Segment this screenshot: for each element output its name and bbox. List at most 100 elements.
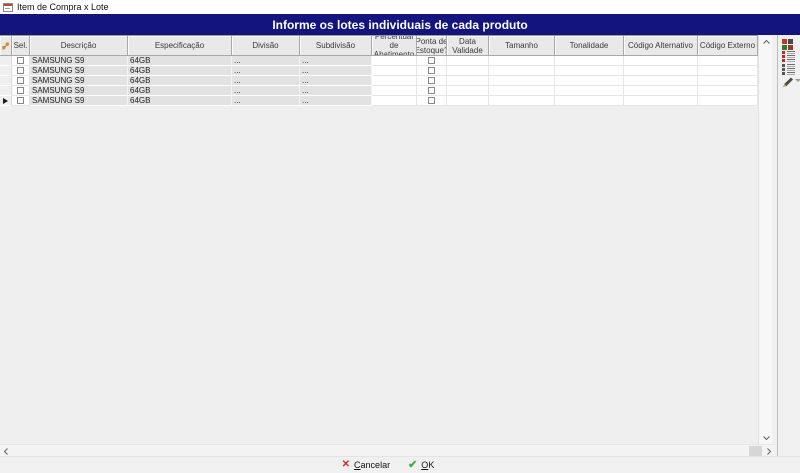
especificacao-cell[interactable]: 64GB bbox=[128, 56, 232, 66]
sel-cell[interactable] bbox=[12, 96, 30, 106]
column-header-especificacao[interactable]: Especificação bbox=[128, 36, 232, 56]
descricao-cell[interactable]: SAMSUNG S9 bbox=[30, 76, 128, 86]
descricao-cell[interactable]: SAMSUNG S9 bbox=[30, 86, 128, 96]
vertical-scrollbar[interactable] bbox=[758, 36, 772, 444]
percentual-abatimento-cell[interactable] bbox=[372, 56, 417, 66]
codigo-externo-cell[interactable] bbox=[698, 96, 758, 106]
scroll-up-button[interactable] bbox=[759, 36, 773, 48]
percentual-abatimento-cell[interactable] bbox=[372, 86, 417, 96]
tonalidade-cell[interactable] bbox=[555, 86, 624, 96]
percentual-abatimento-cell[interactable] bbox=[372, 76, 417, 86]
sel-cell[interactable] bbox=[12, 86, 30, 96]
sel-checkbox[interactable] bbox=[17, 87, 24, 94]
scroll-down-button[interactable] bbox=[759, 432, 773, 444]
pencil-dropdown-arrow-icon[interactable] bbox=[795, 79, 800, 82]
sel-cell[interactable] bbox=[12, 56, 30, 66]
cancel-button[interactable]: ✕ Cancelar bbox=[342, 460, 390, 471]
descricao-cell[interactable]: SAMSUNG S9 bbox=[30, 96, 128, 106]
grid-customize-button[interactable] bbox=[0, 36, 12, 56]
column-header-data-validade[interactable]: Data Validade bbox=[447, 36, 489, 56]
sel-checkbox[interactable] bbox=[17, 67, 24, 74]
especificacao-cell[interactable]: 64GB bbox=[128, 66, 232, 76]
divisao-cell[interactable]: ... bbox=[232, 56, 300, 66]
ponta-estoque-checkbox[interactable] bbox=[428, 57, 435, 64]
ponta-estoque-cell[interactable] bbox=[417, 86, 447, 96]
subdivisao-cell[interactable]: ... bbox=[300, 56, 372, 66]
tamanho-cell[interactable] bbox=[489, 56, 555, 66]
tonalidade-cell[interactable] bbox=[555, 66, 624, 76]
column-header-divisao[interactable]: Divisão bbox=[232, 36, 300, 56]
ponta-estoque-checkbox[interactable] bbox=[428, 77, 435, 84]
especificacao-cell[interactable]: 64GB bbox=[128, 96, 232, 106]
codigo-alternativo-cell[interactable] bbox=[624, 66, 698, 76]
percentual-abatimento-cell[interactable] bbox=[372, 66, 417, 76]
horizontal-scrollbar-thumb[interactable] bbox=[749, 446, 762, 456]
ok-button[interactable]: ✔ OK bbox=[408, 460, 434, 471]
codigo-alternativo-cell[interactable] bbox=[624, 86, 698, 96]
scroll-left-button[interactable] bbox=[0, 445, 12, 457]
column-header-ponta-estoque[interactable]: Ponta de Estoque? bbox=[417, 36, 447, 56]
subdivisao-cell[interactable]: ... bbox=[300, 86, 372, 96]
especificacao-cell[interactable]: 64GB bbox=[128, 86, 232, 96]
sel-checkbox[interactable] bbox=[17, 57, 24, 64]
divisao-cell[interactable]: ... bbox=[232, 76, 300, 86]
list-plain-button[interactable] bbox=[782, 63, 798, 75]
codigo-alternativo-cell[interactable] bbox=[624, 56, 698, 66]
sel-cell[interactable] bbox=[12, 66, 30, 76]
column-header-tonalidade[interactable]: Tonalidade bbox=[555, 36, 624, 56]
table-row-active: SAMSUNG S9 64GB ... ... bbox=[0, 96, 758, 106]
column-header-codigo-alternativo[interactable]: Código Alternativo bbox=[624, 36, 698, 56]
data-validade-cell[interactable] bbox=[447, 76, 489, 86]
pencil-edit-button[interactable] bbox=[782, 76, 798, 88]
column-header-sel[interactable]: Sel. bbox=[12, 36, 30, 56]
divisao-cell[interactable]: ... bbox=[232, 96, 300, 106]
codigo-externo-cell[interactable] bbox=[698, 66, 758, 76]
codigo-alternativo-cell[interactable] bbox=[624, 96, 698, 106]
data-validade-cell[interactable] bbox=[447, 66, 489, 76]
divisao-cell[interactable]: ... bbox=[232, 86, 300, 96]
ponta-estoque-cell[interactable] bbox=[417, 66, 447, 76]
ponta-estoque-checkbox[interactable] bbox=[428, 87, 435, 94]
tamanho-cell[interactable] bbox=[489, 66, 555, 76]
data-validade-cell[interactable] bbox=[447, 96, 489, 106]
tamanho-cell[interactable] bbox=[489, 96, 555, 106]
data-validade-cell[interactable] bbox=[447, 86, 489, 96]
column-header-codigo-externo[interactable]: Código Externo bbox=[698, 36, 758, 56]
descricao-cell[interactable]: SAMSUNG S9 bbox=[30, 66, 128, 76]
column-header-descricao[interactable]: Descrição bbox=[30, 36, 128, 56]
subdivisao-cell[interactable]: ... bbox=[300, 76, 372, 86]
column-header-tamanho[interactable]: Tamanho bbox=[489, 36, 555, 56]
ponta-estoque-cell[interactable] bbox=[417, 56, 447, 66]
sel-checkbox[interactable] bbox=[17, 97, 24, 104]
tonalidade-cell[interactable] bbox=[555, 56, 624, 66]
column-header-subdivisao[interactable]: Subdivisão bbox=[300, 36, 372, 56]
ponta-estoque-cell[interactable] bbox=[417, 96, 447, 106]
percentual-abatimento-cell[interactable] bbox=[372, 96, 417, 106]
tonalidade-cell[interactable] bbox=[555, 76, 624, 86]
tamanho-cell[interactable] bbox=[489, 76, 555, 86]
row-indicator-cell bbox=[0, 66, 12, 76]
list-red-bullets-button[interactable] bbox=[782, 50, 798, 62]
codigo-externo-cell[interactable] bbox=[698, 76, 758, 86]
scroll-right-button[interactable] bbox=[763, 445, 775, 457]
ponta-estoque-checkbox[interactable] bbox=[428, 67, 435, 74]
codigo-alternativo-cell[interactable] bbox=[624, 76, 698, 86]
sel-cell[interactable] bbox=[12, 76, 30, 86]
column-header-percentual-abatimento[interactable]: Percentual de Abatimento bbox=[372, 36, 417, 56]
subdivisao-cell[interactable]: ... bbox=[300, 66, 372, 76]
descricao-cell[interactable]: SAMSUNG S9 bbox=[30, 56, 128, 66]
ponta-estoque-cell[interactable] bbox=[417, 76, 447, 86]
ponta-estoque-checkbox[interactable] bbox=[428, 97, 435, 104]
horizontal-scrollbar[interactable] bbox=[0, 444, 775, 456]
data-validade-cell[interactable] bbox=[447, 56, 489, 66]
divisao-cell[interactable]: ... bbox=[232, 66, 300, 76]
codigo-externo-cell[interactable] bbox=[698, 56, 758, 66]
codigo-externo-cell[interactable] bbox=[698, 86, 758, 96]
sel-checkbox[interactable] bbox=[17, 77, 24, 84]
tonalidade-cell[interactable] bbox=[555, 96, 624, 106]
especificacao-cell[interactable]: 64GB bbox=[128, 76, 232, 86]
pencil-edit-icon bbox=[783, 77, 793, 87]
subdivisao-cell[interactable]: ... bbox=[300, 96, 372, 106]
tamanho-cell[interactable] bbox=[489, 86, 555, 96]
grid-color-settings-button[interactable] bbox=[782, 38, 798, 50]
